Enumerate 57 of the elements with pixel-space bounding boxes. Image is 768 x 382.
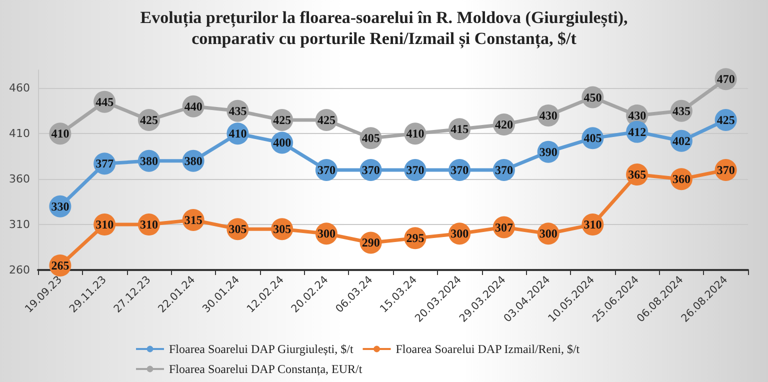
data-label: 310: [584, 218, 602, 232]
data-label: 370: [362, 163, 380, 177]
data-label: 370: [406, 163, 424, 177]
data-label: 405: [584, 131, 602, 146]
data-label: 370: [494, 163, 513, 177]
legend-label: Floarea Soarelui DAP Izmail/Reni, $/t: [396, 342, 580, 356]
data-label: 377: [96, 156, 114, 171]
data-label: 307: [494, 220, 513, 234]
data-label: 360: [672, 172, 690, 186]
data-label: 470: [716, 72, 735, 86]
data-label: 370: [317, 163, 336, 177]
data-label: 400: [273, 136, 292, 150]
data-label: 405: [362, 131, 380, 146]
chart-title: Evoluția prețurilor la floarea-soarelui în R. Moldova (Giurgiulești), comparativ cu porturile Reni/Izmail și Constanța, $/t: [140, 8, 628, 49]
data-label: 430: [539, 108, 558, 122]
data-label: 370: [716, 163, 735, 177]
y-tick-label: 460: [9, 82, 30, 95]
data-label: 425: [273, 113, 292, 127]
data-label: 330: [51, 199, 70, 214]
data-label: 410: [51, 126, 70, 141]
data-label: 425: [140, 113, 158, 127]
data-label: 305: [228, 222, 247, 236]
y-tick-label: 360: [9, 172, 30, 186]
data-label: 430: [628, 108, 646, 122]
data-label: 410: [228, 126, 247, 141]
data-label: 315: [184, 213, 202, 227]
legend-label: Floarea Soarelui DAP Giurgiulești, $/t: [169, 342, 354, 356]
data-label: 415: [450, 122, 469, 136]
data-label: 435: [228, 104, 247, 118]
data-label: 440: [184, 99, 202, 114]
data-label: 295: [406, 231, 424, 246]
data-label: 300: [450, 226, 469, 241]
data-label: 390: [539, 144, 558, 159]
y-tick-label: 260: [9, 264, 30, 276]
data-label: 300: [317, 226, 336, 241]
data-label: 402: [672, 134, 690, 148]
y-tick-label: 410: [9, 127, 30, 140]
data-label: 300: [539, 226, 558, 241]
data-label: 435: [672, 104, 690, 118]
data-label: 380: [184, 154, 202, 168]
data-label: 290: [362, 236, 380, 250]
data-label: 380: [140, 154, 158, 168]
y-tick-label: 310: [9, 218, 30, 232]
data-label: 445: [96, 94, 114, 109]
data-label: 310: [140, 218, 158, 232]
data-label: 365: [628, 168, 646, 182]
data-label: 370: [450, 163, 469, 177]
data-label: 265: [51, 258, 70, 272]
data-label: 310: [96, 218, 114, 232]
data-label: 410: [406, 126, 424, 141]
data-label: 425: [716, 113, 735, 127]
legend-label: Floarea Soarelui DAP Constanța, EUR/t: [169, 362, 363, 376]
data-label: 425: [317, 113, 336, 127]
data-label: 450: [584, 90, 602, 104]
data-label: 412: [628, 124, 646, 139]
data-label: 420: [494, 118, 513, 132]
data-label: 305: [273, 222, 292, 236]
